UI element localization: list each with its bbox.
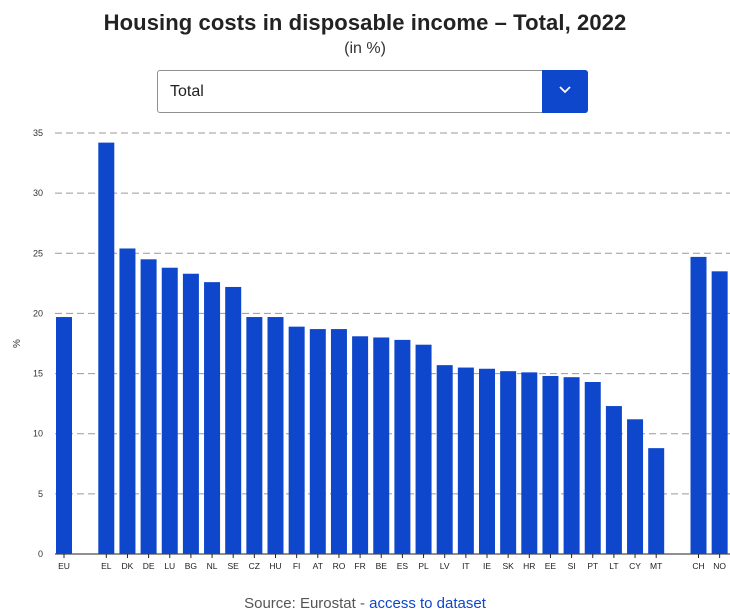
bar [457, 367, 474, 554]
x-tick-label: EE [545, 561, 557, 571]
bar [204, 282, 221, 554]
x-tick-label: SI [568, 561, 576, 571]
chevron-down-icon [559, 86, 571, 94]
chart-subtitle: (in %) [344, 40, 386, 57]
bar [140, 259, 157, 554]
x-tick-label: CZ [249, 561, 260, 571]
bar [627, 419, 644, 554]
y-tick-label: 0 [38, 549, 43, 559]
y-tick-label: 10 [33, 429, 43, 439]
x-tick-label: FR [354, 561, 365, 571]
y-tick-label: 25 [33, 248, 43, 258]
bar [98, 142, 115, 554]
bar [648, 448, 665, 554]
bar [352, 336, 369, 554]
x-tick-label: SE [228, 561, 240, 571]
x-tick-label: LU [164, 561, 175, 571]
bar [521, 372, 538, 554]
bar [56, 317, 72, 554]
chart-title: Housing costs in disposable income – Tot… [103, 10, 627, 35]
bar [330, 329, 347, 554]
bar [584, 381, 601, 554]
bar [500, 371, 517, 554]
x-tick-label: AT [313, 561, 323, 571]
y-tick-label: 20 [33, 308, 43, 318]
y-tick-label: 5 [38, 489, 43, 499]
bar [225, 286, 242, 554]
bar-chart: 0 5 10 15 20 25 30 35% EU EL DK DE LU BG NL SE CZ HU FI AT R… [12, 128, 730, 571]
x-tick-label: LV [440, 561, 450, 571]
x-tick-label: FI [293, 561, 301, 571]
x-tick-label: IT [462, 561, 470, 571]
x-tick-label: EL [101, 561, 112, 571]
x-tick-label: CH [692, 561, 704, 571]
x-tick-label: ES [397, 561, 409, 571]
bar [436, 365, 453, 554]
x-tick-label: MT [650, 561, 662, 571]
dataset-link[interactable]: access to dataset [369, 595, 486, 612]
x-tick-label: LT [609, 561, 618, 571]
x-tick-label: BE [376, 561, 388, 571]
bar [119, 248, 136, 554]
bar [394, 339, 411, 554]
x-tick-label: SK [502, 561, 514, 571]
x-tick-label: DK [122, 561, 134, 571]
source-note: Source: Eurostat - access to dataset [0, 595, 730, 612]
bar [246, 317, 263, 554]
x-tick-label: PT [587, 561, 598, 571]
bar [563, 377, 580, 554]
bar [309, 329, 326, 554]
category-dropdown[interactable]: Total [157, 70, 588, 113]
dropdown-toggle-button[interactable] [542, 70, 588, 113]
source-text: Source: Eurostat - [244, 595, 370, 612]
x-tick-label: NO [713, 561, 726, 571]
x-tick-label: EU [58, 561, 70, 571]
bar [690, 256, 707, 554]
x-tick-label: HR [523, 561, 535, 571]
bar [373, 337, 390, 554]
y-tick-label: 30 [33, 188, 43, 198]
x-tick-label: IE [483, 561, 491, 571]
x-tick-label: CY [629, 561, 641, 571]
bar [182, 273, 199, 554]
bar [415, 344, 432, 554]
x-tick-label: RO [333, 561, 346, 571]
x-tick-label: DE [143, 561, 155, 571]
x-tick-label: PL [418, 561, 429, 571]
bar [542, 375, 559, 554]
x-tick-label: HU [269, 561, 281, 571]
x-tick-label: NL [207, 561, 218, 571]
bar [711, 271, 728, 554]
y-axis-label: % [12, 339, 23, 348]
y-tick-label: 35 [33, 128, 43, 138]
y-tick-label: 15 [33, 369, 43, 379]
bar [161, 267, 178, 554]
bar [267, 317, 284, 554]
bar [288, 326, 305, 554]
bar [605, 406, 622, 554]
bar [479, 368, 495, 554]
dropdown-selected-value: Total [170, 83, 204, 100]
x-tick-label: BG [185, 561, 197, 571]
